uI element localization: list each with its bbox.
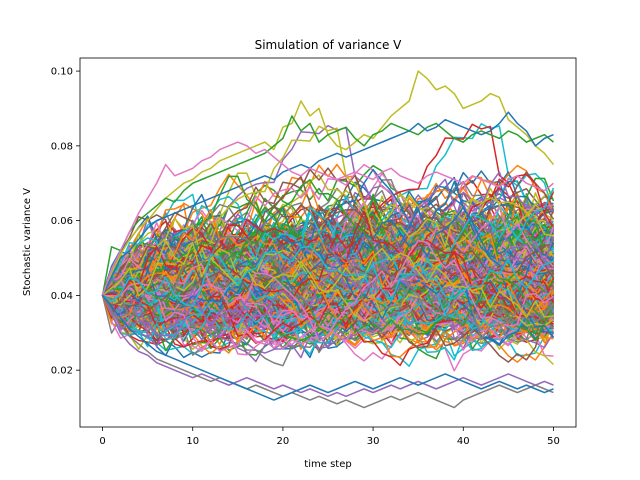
series-line-485 bbox=[101, 243, 554, 312]
x-axis-label: time step bbox=[304, 459, 351, 470]
series-line-492 bbox=[102, 250, 554, 335]
y-axis: 0.02 0.04 0.06 0.08 0.10 bbox=[51, 67, 80, 377]
x-tick-label: 30 bbox=[367, 436, 380, 447]
series-line-highlight-5 bbox=[101, 295, 554, 409]
series-line-494 bbox=[102, 236, 555, 338]
x-tick-label: 40 bbox=[457, 436, 470, 447]
series-line-highlight-6 bbox=[101, 294, 554, 401]
y-tick-label: 0.02 bbox=[51, 366, 73, 377]
y-tick-label: 0.04 bbox=[51, 291, 73, 302]
series-line-499 bbox=[102, 245, 554, 308]
series-line-491 bbox=[102, 251, 554, 320]
series-line-476 bbox=[101, 206, 554, 324]
series-line-498 bbox=[102, 239, 554, 318]
series-line-475 bbox=[102, 204, 554, 313]
series-layer bbox=[101, 70, 555, 409]
series-line-480 bbox=[102, 206, 554, 301]
series-line-488 bbox=[102, 247, 554, 327]
x-tick-label: 20 bbox=[277, 436, 290, 447]
series-line-486 bbox=[102, 245, 555, 353]
series-line-highlight-1 bbox=[101, 115, 554, 296]
series-line-484 bbox=[101, 226, 555, 347]
x-tick-label: 50 bbox=[547, 436, 560, 447]
y-tick-label: 0.10 bbox=[51, 67, 73, 78]
series-line-497 bbox=[102, 235, 555, 341]
series-line-highlight-3 bbox=[101, 141, 554, 296]
series-line-highlight-4 bbox=[101, 295, 554, 398]
x-tick-label: 0 bbox=[99, 436, 105, 447]
y-axis-label: Stochastic variance V bbox=[22, 188, 33, 296]
plot-frame bbox=[79, 57, 577, 428]
series-line-490 bbox=[102, 253, 555, 339]
chart-title: Simulation of variance V bbox=[255, 38, 403, 52]
x-tick-label: 10 bbox=[186, 436, 199, 447]
series-line-470 bbox=[102, 181, 555, 308]
series-line-highlight-2 bbox=[101, 111, 554, 296]
x-axis: 0 10 20 30 40 50 bbox=[99, 427, 560, 447]
y-tick-label: 0.08 bbox=[51, 141, 73, 152]
y-tick-label: 0.06 bbox=[51, 216, 73, 227]
